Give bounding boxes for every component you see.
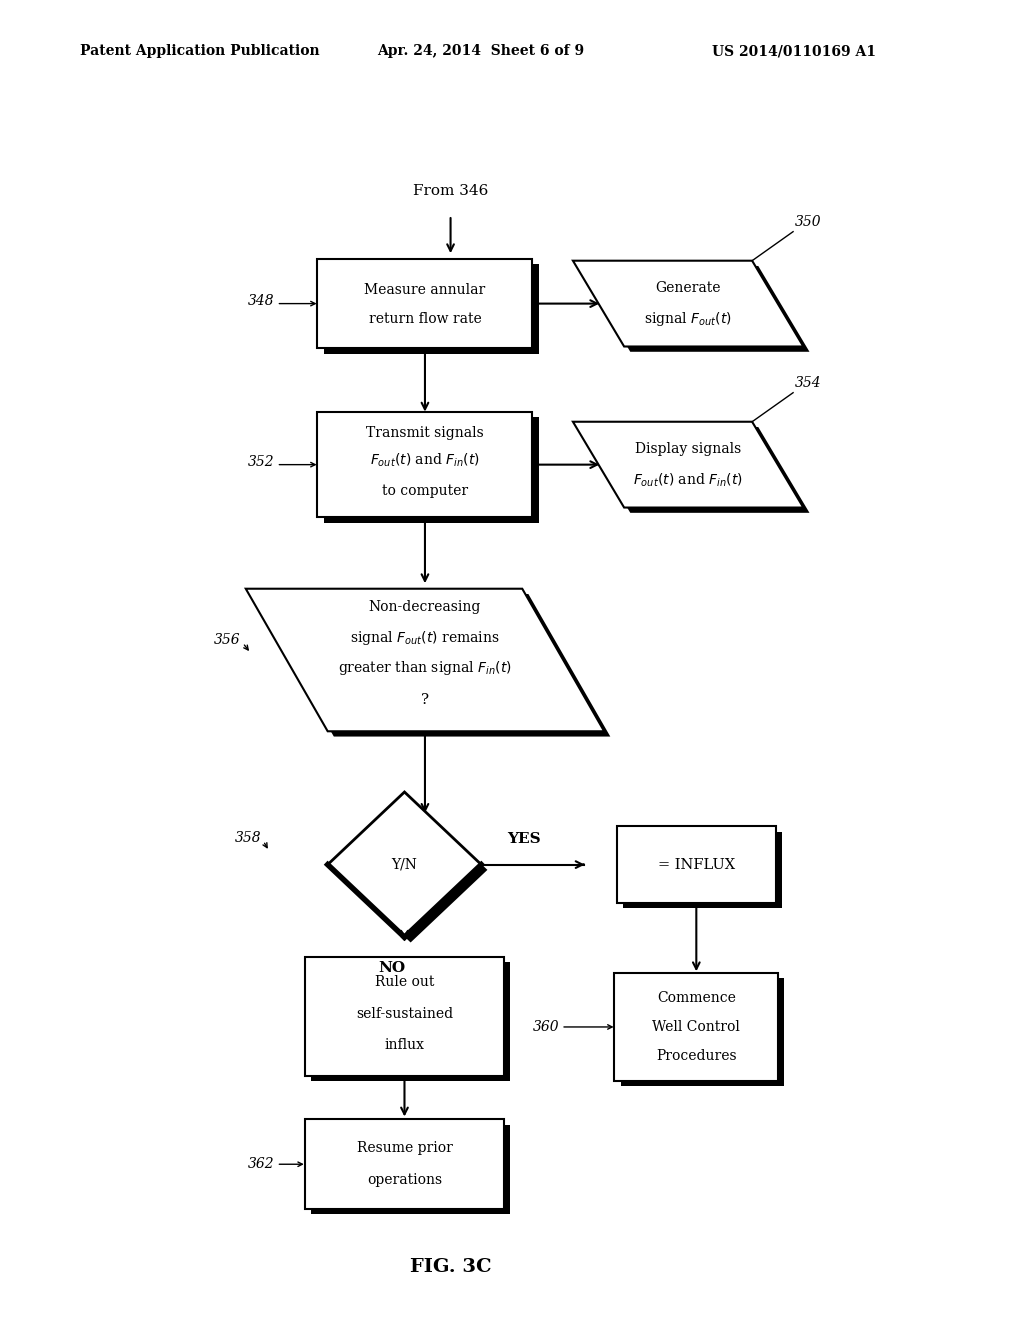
Text: Commence: Commence bbox=[656, 991, 736, 1005]
Bar bbox=[623, 832, 782, 908]
Polygon shape bbox=[252, 594, 610, 737]
Text: Non-decreasing: Non-decreasing bbox=[369, 601, 481, 614]
Polygon shape bbox=[573, 422, 804, 507]
Polygon shape bbox=[246, 589, 604, 731]
Text: 362: 362 bbox=[248, 1158, 274, 1171]
Text: self-sustained: self-sustained bbox=[356, 1007, 453, 1020]
Text: Y/N: Y/N bbox=[391, 858, 418, 871]
Bar bbox=[616, 826, 776, 903]
Text: Rule out: Rule out bbox=[375, 975, 434, 989]
Bar bbox=[317, 259, 532, 348]
Bar bbox=[305, 957, 504, 1076]
Text: signal $\mathit{F}_{out}(t)$ remains: signal $\mathit{F}_{out}(t)$ remains bbox=[350, 628, 500, 647]
Text: $\mathit{F}_{out}(t)$ and $\mathit{F}_{in}(t)$: $\mathit{F}_{out}(t)$ and $\mathit{F}_{i… bbox=[633, 471, 743, 490]
Polygon shape bbox=[580, 267, 810, 351]
Bar bbox=[311, 1125, 510, 1214]
Text: signal $\mathit{F}_{out}(t)$: signal $\mathit{F}_{out}(t)$ bbox=[644, 310, 732, 329]
Text: Apr. 24, 2014  Sheet 6 of 9: Apr. 24, 2014 Sheet 6 of 9 bbox=[377, 45, 584, 58]
Text: 360: 360 bbox=[532, 1020, 559, 1034]
Text: to computer: to computer bbox=[382, 484, 468, 498]
Text: 354: 354 bbox=[796, 376, 822, 391]
Text: operations: operations bbox=[367, 1173, 442, 1187]
Text: 358: 358 bbox=[234, 832, 261, 845]
Text: 356: 356 bbox=[214, 634, 241, 647]
Text: Procedures: Procedures bbox=[656, 1049, 736, 1063]
Text: From 346: From 346 bbox=[413, 185, 488, 198]
Text: Resume prior: Resume prior bbox=[356, 1142, 453, 1155]
Text: influx: influx bbox=[384, 1039, 425, 1052]
Polygon shape bbox=[328, 792, 481, 937]
Text: Display signals: Display signals bbox=[635, 442, 741, 455]
Bar bbox=[305, 1119, 504, 1209]
Bar bbox=[317, 412, 532, 517]
Bar bbox=[324, 417, 539, 523]
Text: Measure annular: Measure annular bbox=[365, 284, 485, 297]
Polygon shape bbox=[334, 797, 487, 942]
Text: $\mathit{F}_{out}(t)$ and $\mathit{F}_{in}(t)$: $\mathit{F}_{out}(t)$ and $\mathit{F}_{i… bbox=[370, 451, 480, 470]
Text: greater than signal $\mathit{F}_{in}(t)$: greater than signal $\mathit{F}_{in}(t)$ bbox=[338, 659, 512, 677]
Text: 350: 350 bbox=[796, 215, 822, 230]
Text: ?: ? bbox=[421, 693, 429, 706]
Text: 348: 348 bbox=[248, 294, 274, 308]
Bar bbox=[614, 973, 778, 1081]
Text: US 2014/0110169 A1: US 2014/0110169 A1 bbox=[712, 45, 876, 58]
Bar bbox=[621, 978, 784, 1086]
Bar bbox=[311, 962, 510, 1081]
Text: return flow rate: return flow rate bbox=[369, 313, 481, 326]
Polygon shape bbox=[580, 428, 810, 512]
Text: NO: NO bbox=[379, 961, 406, 975]
Text: 352: 352 bbox=[248, 455, 274, 469]
Text: Patent Application Publication: Patent Application Publication bbox=[80, 45, 319, 58]
Text: = INFLUX: = INFLUX bbox=[657, 858, 735, 871]
Text: Transmit signals: Transmit signals bbox=[367, 426, 483, 440]
Bar bbox=[324, 264, 539, 354]
Text: Generate: Generate bbox=[655, 281, 721, 294]
Text: FIG. 3C: FIG. 3C bbox=[410, 1258, 492, 1276]
Text: YES: YES bbox=[507, 832, 541, 846]
Polygon shape bbox=[573, 261, 804, 346]
Text: Well Control: Well Control bbox=[652, 1020, 740, 1034]
